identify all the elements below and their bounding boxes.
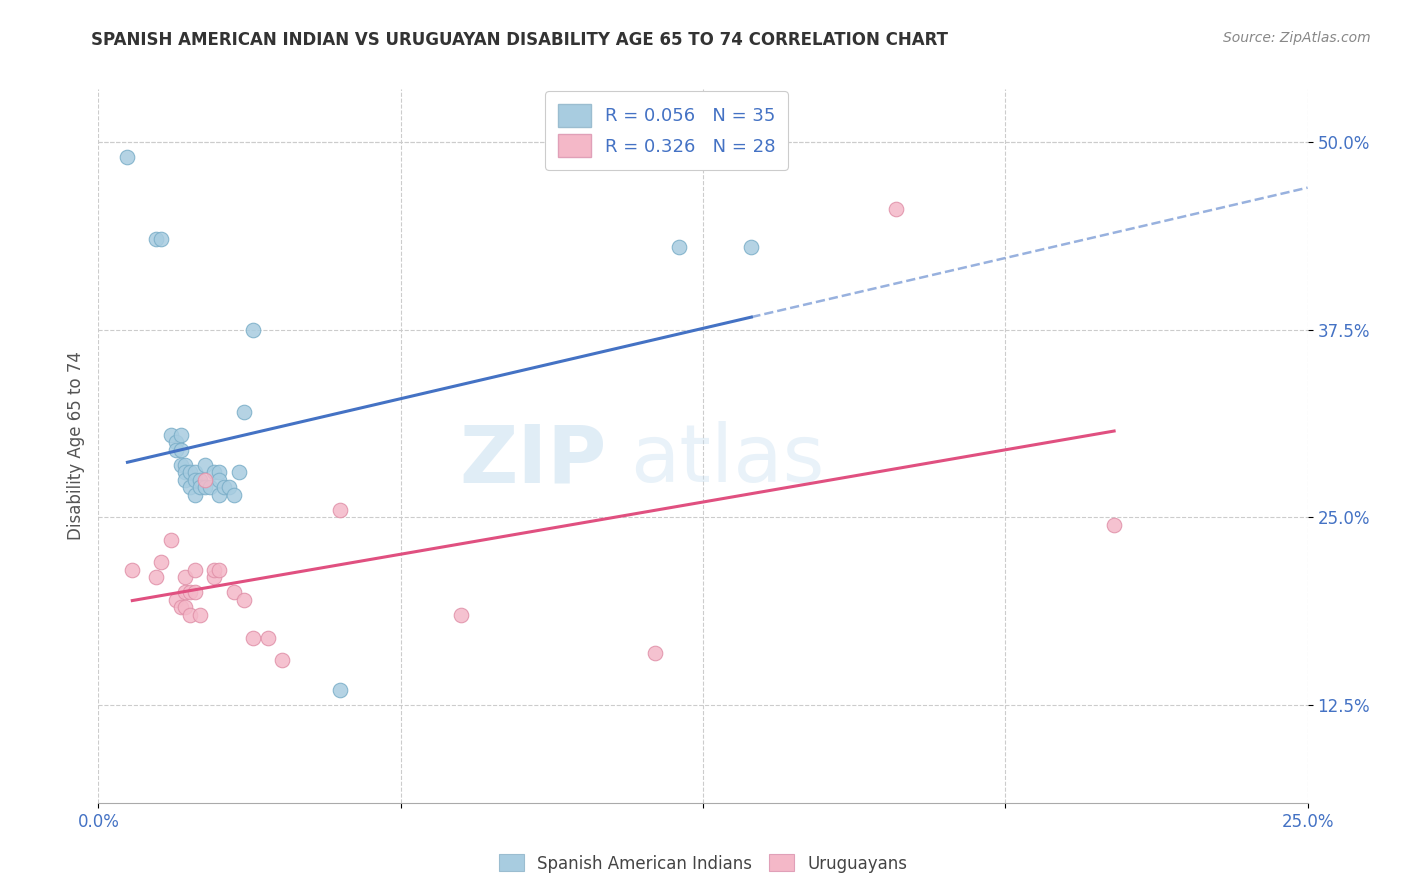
Point xyxy=(179,465,201,479)
Point xyxy=(160,533,183,547)
Point xyxy=(232,593,254,607)
Point xyxy=(160,427,183,442)
Point xyxy=(188,473,211,487)
Point xyxy=(208,473,231,487)
Point xyxy=(150,232,173,246)
Point xyxy=(145,570,167,584)
Point xyxy=(165,435,187,450)
Point xyxy=(450,607,472,622)
Point xyxy=(165,442,187,457)
Text: Source: ZipAtlas.com: Source: ZipAtlas.com xyxy=(1223,31,1371,45)
Point xyxy=(179,585,201,599)
Point xyxy=(184,465,207,479)
Point xyxy=(208,465,231,479)
Point xyxy=(242,631,264,645)
Point xyxy=(184,563,207,577)
Point xyxy=(194,480,217,494)
Point xyxy=(271,653,294,667)
Point xyxy=(256,631,278,645)
Point xyxy=(222,585,245,599)
Point xyxy=(150,556,173,570)
Point xyxy=(184,473,207,487)
Point xyxy=(204,570,226,584)
Legend: R = 0.056   N = 35, R = 0.326   N = 28: R = 0.056 N = 35, R = 0.326 N = 28 xyxy=(546,91,789,170)
Point xyxy=(222,488,245,502)
Point xyxy=(329,683,352,698)
Point xyxy=(644,646,666,660)
Point xyxy=(208,563,231,577)
Point xyxy=(184,488,207,502)
Point xyxy=(740,240,762,254)
Point xyxy=(1102,517,1125,532)
Point xyxy=(232,405,254,419)
Text: SPANISH AMERICAN INDIAN VS URUGUAYAN DISABILITY AGE 65 TO 74 CORRELATION CHART: SPANISH AMERICAN INDIAN VS URUGUAYAN DIS… xyxy=(91,31,949,49)
Text: atlas: atlas xyxy=(630,421,825,500)
Point xyxy=(194,458,217,472)
Point xyxy=(174,458,197,472)
Point xyxy=(184,585,207,599)
Point xyxy=(117,150,139,164)
Point xyxy=(174,473,197,487)
Y-axis label: Disability Age 65 to 74: Disability Age 65 to 74 xyxy=(66,351,84,541)
Point xyxy=(329,503,352,517)
Point xyxy=(188,607,211,622)
Point xyxy=(188,480,211,494)
Point xyxy=(165,593,187,607)
Point xyxy=(169,458,191,472)
Point xyxy=(208,488,231,502)
Text: ZIP: ZIP xyxy=(458,421,606,500)
Point xyxy=(228,465,250,479)
Point xyxy=(179,607,201,622)
Point xyxy=(174,585,197,599)
Point xyxy=(668,240,690,254)
Point xyxy=(179,480,201,494)
Point xyxy=(218,480,240,494)
Point xyxy=(886,202,908,217)
Point xyxy=(204,563,226,577)
Point xyxy=(169,600,191,615)
Legend: Spanish American Indians, Uruguayans: Spanish American Indians, Uruguayans xyxy=(492,847,914,880)
Point xyxy=(174,600,197,615)
Point xyxy=(198,480,221,494)
Point xyxy=(204,465,226,479)
Point xyxy=(145,232,167,246)
Point xyxy=(121,563,143,577)
Point xyxy=(194,473,217,487)
Point xyxy=(212,480,235,494)
Point xyxy=(169,442,191,457)
Point xyxy=(174,570,197,584)
Point xyxy=(242,322,264,336)
Point xyxy=(169,427,191,442)
Point xyxy=(174,465,197,479)
